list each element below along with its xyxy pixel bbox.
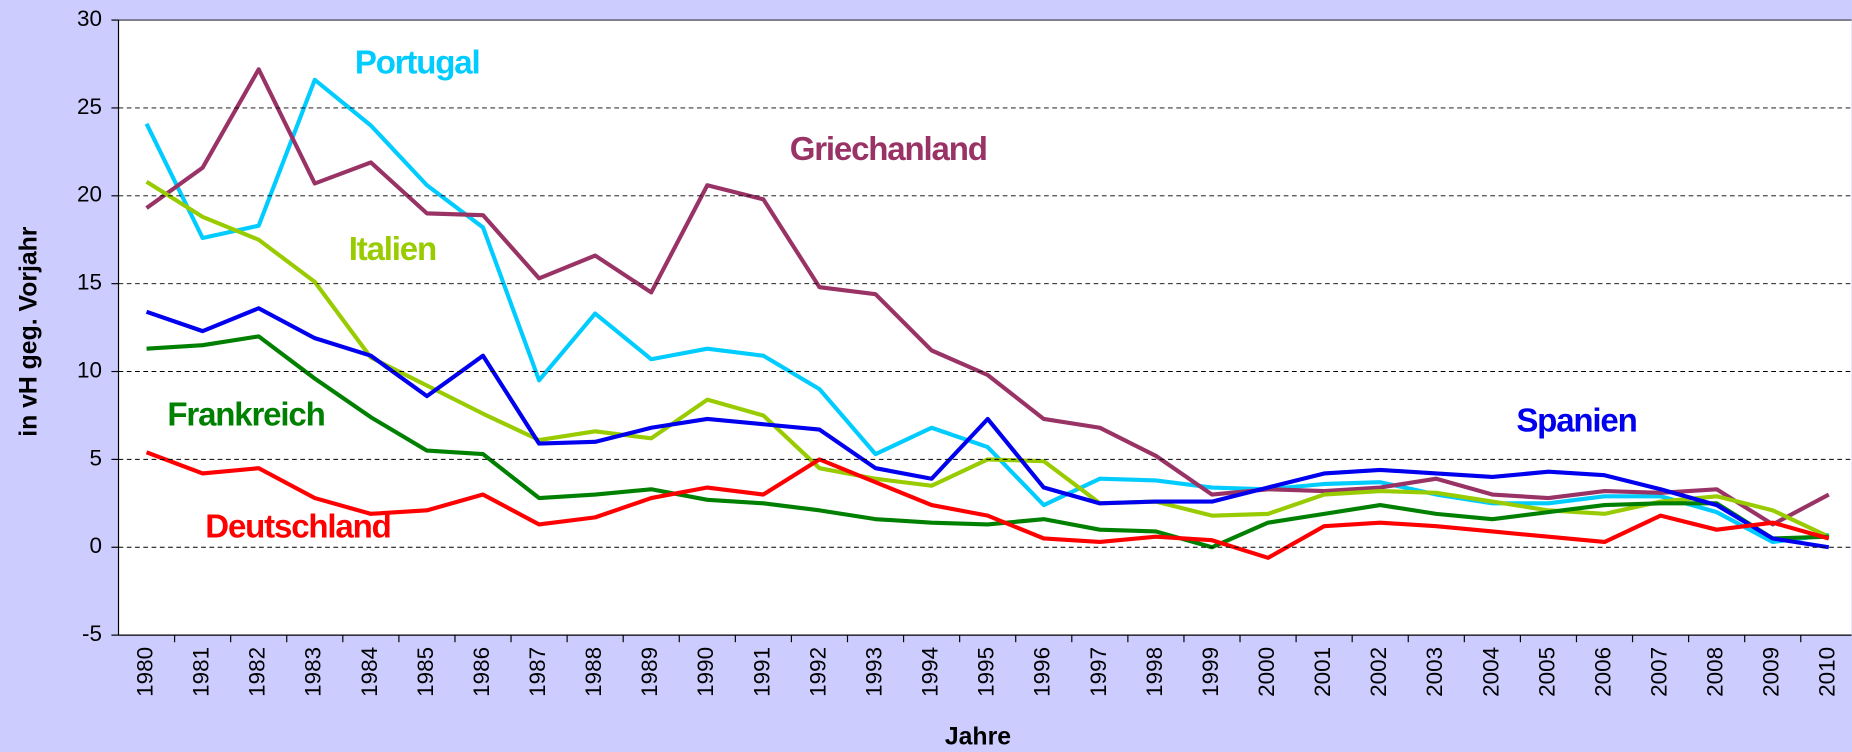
y-axis-label: in vH geg. Vorjahr: [16, 226, 43, 437]
x-tick-label: 1994: [918, 647, 943, 697]
series-label: Griechanland: [790, 131, 987, 168]
x-tick-label: 1986: [469, 647, 494, 697]
x-tick-label: 1990: [693, 647, 718, 697]
x-axis-label: Jahre: [945, 723, 1011, 750]
series-label: Deutschland: [205, 509, 390, 546]
x-tick-label: 2003: [1422, 647, 1447, 697]
x-tick-label: 1989: [637, 647, 662, 697]
x-tick-label: 1995: [974, 647, 999, 697]
x-tick-label: 1982: [245, 647, 270, 697]
x-tick-label: 1993: [861, 647, 886, 697]
y-tick-label: 25: [77, 94, 102, 119]
x-tick-label: 1998: [1142, 647, 1167, 697]
series-label: Italien: [349, 231, 436, 268]
x-tick-label: 2009: [1759, 647, 1784, 697]
x-tick-label: 1997: [1086, 647, 1111, 697]
x-tick-label: 1985: [413, 647, 438, 697]
x-tick-label: 2000: [1254, 647, 1279, 697]
series-label: Portugal: [355, 45, 480, 82]
y-tick-label: 5: [90, 445, 102, 470]
y-tick-label: -5: [82, 621, 102, 646]
x-tick-label: 1996: [1030, 647, 1055, 697]
plot-area: [118, 20, 1852, 636]
x-tick-label: 2001: [1310, 647, 1335, 697]
series-line: [146, 334, 1829, 550]
x-tick-label: 2005: [1534, 647, 1559, 697]
y-tick-label: 30: [77, 6, 102, 31]
x-tick-label: 1992: [805, 647, 830, 697]
y-tick-label: 20: [77, 182, 102, 207]
series-line: [145, 306, 1830, 550]
x-tick-label: 1988: [581, 647, 606, 697]
series-label: Frankreich: [167, 396, 324, 433]
x-tick-label: 2004: [1478, 647, 1503, 697]
x-tick-label: 2002: [1366, 647, 1391, 697]
x-tick-label: 1983: [301, 647, 326, 697]
x-tick-label: 1980: [132, 647, 157, 697]
y-tick-label: 0: [90, 533, 102, 558]
x-tick-label: 1984: [357, 647, 382, 697]
x-tick-label: 2007: [1647, 647, 1672, 697]
series-line: [144, 77, 1830, 545]
x-tick-label: 2008: [1703, 647, 1728, 697]
y-tick-label: 10: [77, 357, 102, 382]
y-tick-label: 15: [77, 270, 102, 295]
x-tick-label: 1991: [749, 647, 774, 697]
x-tick-label: 1981: [189, 647, 214, 697]
x-tick-label: 1999: [1198, 647, 1223, 697]
series-label: Spanien: [1516, 402, 1636, 439]
series-line: [145, 67, 1830, 527]
x-tick-label: 2010: [1815, 647, 1840, 697]
x-tick-label: 2006: [1590, 647, 1615, 697]
series-line: [145, 450, 1830, 560]
x-tick-label: 1987: [525, 647, 550, 697]
